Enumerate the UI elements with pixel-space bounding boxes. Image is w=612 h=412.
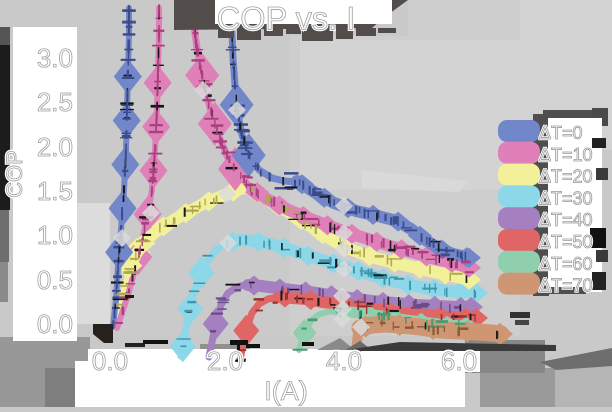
svg-text:ΔT=40: ΔT=40 [539, 210, 593, 230]
svg-text:1.0: 1.0 [37, 220, 73, 250]
svg-text:ΔT=70: ΔT=70 [539, 276, 593, 296]
svg-text:0.0: 0.0 [92, 346, 128, 376]
svg-text:COP vs. I: COP vs. I [217, 1, 355, 37]
svg-text:1.0: 1.0 [37, 220, 73, 250]
svg-text:0.5: 0.5 [37, 265, 73, 295]
svg-text:ΔT=30: ΔT=30 [539, 188, 593, 208]
svg-text:6.0: 6.0 [441, 346, 477, 376]
svg-text:ΔT=50: ΔT=50 [539, 232, 593, 252]
svg-text:3.0: 3.0 [37, 43, 73, 73]
svg-text:ΔT=30: ΔT=30 [539, 188, 593, 208]
svg-text:I(A): I(A) [264, 376, 308, 406]
svg-text:ΔT=70: ΔT=70 [539, 276, 593, 296]
svg-text:2.0: 2.0 [37, 132, 73, 162]
svg-text:ΔT=20: ΔT=20 [539, 167, 593, 187]
svg-text:COP: COP [2, 150, 27, 198]
svg-text:4.0: 4.0 [326, 346, 362, 376]
svg-text:ΔT=60: ΔT=60 [539, 254, 593, 274]
svg-text:4.0: 4.0 [326, 346, 362, 376]
svg-text:ΔT=10: ΔT=10 [539, 145, 593, 165]
svg-text:ΔT=40: ΔT=40 [539, 210, 593, 230]
svg-text:0.5: 0.5 [37, 265, 73, 295]
svg-text:2.0: 2.0 [37, 132, 73, 162]
svg-text:2.0: 2.0 [207, 346, 243, 376]
svg-text:ΔT=20: ΔT=20 [539, 167, 593, 187]
svg-text:0.0: 0.0 [37, 309, 73, 339]
svg-text:ΔT=0: ΔT=0 [539, 123, 583, 143]
svg-text:0.0: 0.0 [37, 309, 73, 339]
svg-text:0.0: 0.0 [92, 346, 128, 376]
svg-text:2.0: 2.0 [207, 346, 243, 376]
svg-text:1.5: 1.5 [37, 176, 73, 206]
svg-text:2.5: 2.5 [37, 87, 73, 117]
svg-text:3.0: 3.0 [37, 43, 73, 73]
svg-text:ΔT=10: ΔT=10 [539, 145, 593, 165]
svg-text:6.0: 6.0 [441, 346, 477, 376]
svg-text:ΔT=50: ΔT=50 [539, 232, 593, 252]
svg-text:COP: COP [2, 150, 27, 198]
svg-text:2.5: 2.5 [37, 87, 73, 117]
svg-text:ΔT=60: ΔT=60 [539, 254, 593, 274]
svg-text:I(A): I(A) [264, 376, 308, 406]
svg-text:ΔT=0: ΔT=0 [539, 123, 583, 143]
svg-text:COP vs. I: COP vs. I [217, 1, 355, 37]
svg-text:1.5: 1.5 [37, 176, 73, 206]
